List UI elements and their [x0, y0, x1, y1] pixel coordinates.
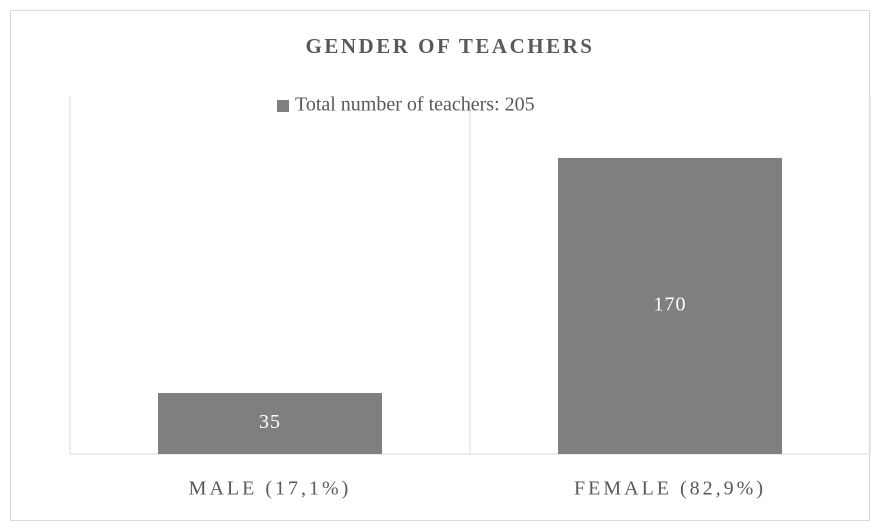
data-label: 170 — [654, 294, 687, 316]
x-tick-label: MALE (17,1%) — [189, 478, 352, 500]
bar — [158, 393, 382, 454]
x-tick-label: FEMALE (82,9%) — [574, 478, 766, 500]
bar — [558, 157, 782, 454]
chart-title: GENDER OF TEACHERS — [306, 34, 595, 58]
legend-label: Total number of teachers: 205 — [295, 94, 535, 116]
data-label: 35 — [259, 411, 281, 433]
legend-swatch — [277, 100, 289, 112]
